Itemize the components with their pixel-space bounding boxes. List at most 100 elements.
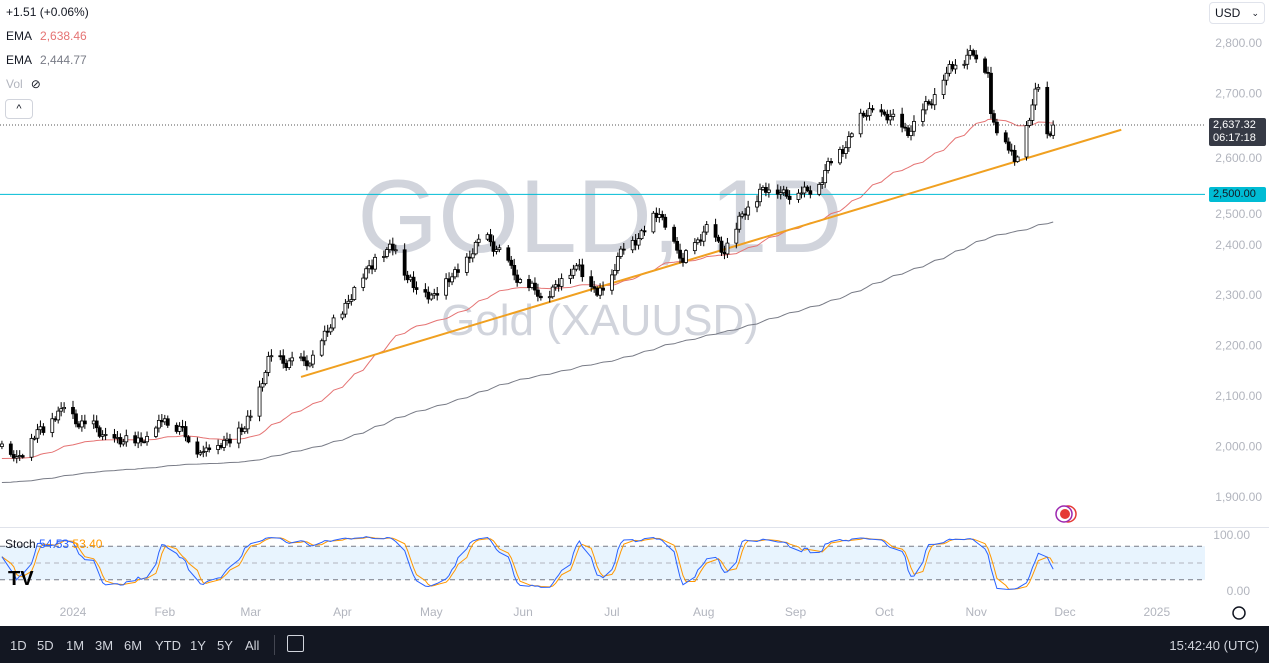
last-price-value: 2,637.32 xyxy=(1213,119,1256,131)
candle-body xyxy=(598,287,602,296)
clock[interactable]: 15:42:40 (UTC) xyxy=(1169,638,1259,653)
candle-body xyxy=(467,256,472,259)
candle-body xyxy=(663,216,668,228)
candle-body xyxy=(817,183,822,195)
candle-body xyxy=(186,436,191,443)
candle-body xyxy=(29,438,34,458)
candle-body xyxy=(716,236,721,242)
candle-body xyxy=(775,189,780,195)
candle-body xyxy=(390,243,395,251)
candle-body xyxy=(470,253,475,259)
candle-body xyxy=(1036,86,1041,90)
date-range-icon[interactable] xyxy=(287,635,304,652)
candle-body xyxy=(941,79,946,95)
candle-body xyxy=(601,287,605,291)
candle-body xyxy=(968,50,973,56)
candle-body xyxy=(882,111,887,115)
candle-body xyxy=(423,289,428,293)
watermark-name: Gold (XAUUSD) xyxy=(441,296,759,345)
date-tick: Dec xyxy=(1054,605,1075,619)
candle-body xyxy=(678,249,682,259)
candle-body xyxy=(364,268,369,279)
candle-body xyxy=(121,441,126,445)
candle-body xyxy=(239,427,244,433)
candle-body xyxy=(654,212,659,218)
candle-body xyxy=(236,427,241,444)
candle-body xyxy=(198,452,203,455)
candle-body xyxy=(758,188,762,203)
candle-body xyxy=(761,187,765,190)
stoch-tick: 0.00 xyxy=(1227,584,1251,598)
candle-body xyxy=(456,269,460,273)
candle-body xyxy=(165,418,170,426)
candle-body xyxy=(82,420,87,425)
candle-body xyxy=(346,300,351,304)
eye-hidden-icon[interactable]: ⊘ xyxy=(30,77,41,91)
range-1m[interactable]: 1M xyxy=(66,638,85,653)
stoch-label: Stoch xyxy=(5,537,36,551)
candle-body xyxy=(426,291,431,300)
date-tick: Jun xyxy=(513,605,532,619)
candle-body xyxy=(764,187,768,193)
price-chart[interactable]: GOLD, 1D Gold (XAUUSD) 2,800.00 2,700.00 2,6… xyxy=(0,0,1269,626)
date-tick: Oct xyxy=(875,605,894,619)
candle-body xyxy=(506,247,511,261)
candle-body xyxy=(387,243,392,250)
ema-fast-value: 2,638.46 xyxy=(40,29,87,43)
candle-body xyxy=(695,239,700,244)
candle-body xyxy=(97,427,102,437)
candle-body xyxy=(260,383,265,388)
price-tick: 2,600.00 xyxy=(1215,151,1262,165)
candle-body xyxy=(1048,133,1053,136)
range-6m[interactable]: 6M xyxy=(124,638,143,653)
candle-body xyxy=(299,356,303,359)
candle-body xyxy=(698,239,703,242)
candle-body xyxy=(302,356,306,362)
candle-body xyxy=(162,418,167,423)
range-1y[interactable]: 1Y xyxy=(190,638,206,653)
candle-body xyxy=(571,268,576,276)
candle-body xyxy=(91,420,96,425)
candle-body xyxy=(103,434,108,436)
candle-body xyxy=(118,437,123,445)
ema-slow-legend: EMA 2,444.77 xyxy=(6,52,87,68)
candle-body xyxy=(909,130,913,136)
range-ytd[interactable]: YTD xyxy=(155,638,181,653)
currency-select[interactable]: USD ⌄ xyxy=(1209,2,1265,24)
candle-body xyxy=(257,386,262,417)
candle-body xyxy=(393,249,398,252)
candle-body xyxy=(592,286,597,289)
collapse-legend-button[interactable]: ^ xyxy=(5,99,33,119)
candle-body xyxy=(553,284,558,288)
candle-body xyxy=(1051,124,1056,136)
candle-body xyxy=(633,240,638,246)
candle-body xyxy=(906,127,910,136)
candle-body xyxy=(32,437,37,440)
candle-body xyxy=(305,360,309,367)
candle-body xyxy=(195,441,200,455)
candle-body xyxy=(630,240,635,251)
tradingview-logo: TV xyxy=(8,568,34,590)
range-1d[interactable]: 1D xyxy=(10,638,27,653)
price-tick: 2,000.00 xyxy=(1215,440,1262,454)
candle-body xyxy=(228,438,232,444)
candle-body xyxy=(112,434,117,439)
candle-body xyxy=(926,101,931,105)
range-5d[interactable]: 5D xyxy=(37,638,54,653)
candle-body xyxy=(142,441,146,444)
candle-body xyxy=(56,410,61,421)
settings-icon[interactable] xyxy=(1232,606,1246,620)
range-3m[interactable]: 3M xyxy=(95,638,114,653)
candle-body xyxy=(180,425,185,428)
candle-body xyxy=(1024,125,1029,158)
candle-body xyxy=(642,230,647,233)
candle-body xyxy=(1030,104,1035,121)
candle-body xyxy=(994,121,999,134)
range-5y[interactable]: 5Y xyxy=(217,638,233,653)
candle-body xyxy=(618,248,623,257)
candle-body xyxy=(787,195,792,200)
candle-body xyxy=(636,238,641,246)
range-all[interactable]: All xyxy=(245,638,260,653)
candle-body xyxy=(610,274,614,291)
countdown-value: 06:17:18 xyxy=(1213,132,1256,144)
